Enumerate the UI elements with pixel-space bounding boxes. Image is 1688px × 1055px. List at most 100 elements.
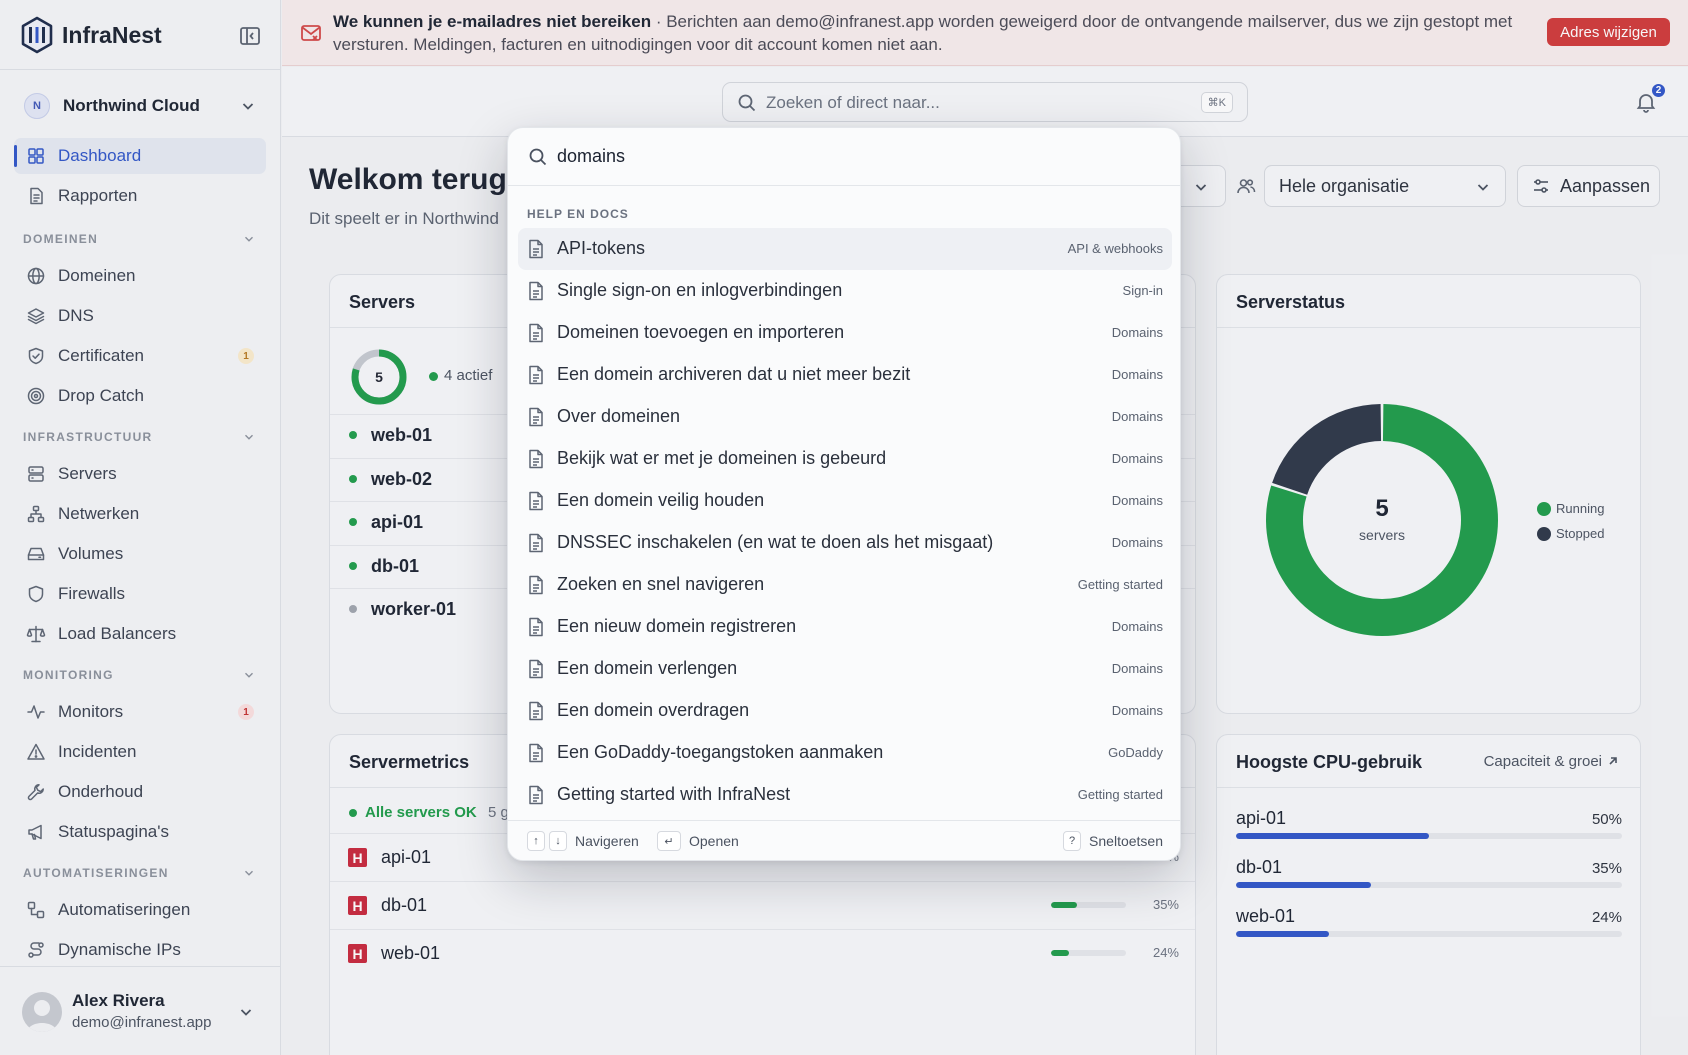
palette-result[interactable]: Een nieuw domein registreren Domains	[518, 606, 1172, 648]
sidebar-item-dynamische-ips[interactable]: Dynamische IPs	[14, 932, 266, 968]
server-name: web-01	[371, 425, 433, 445]
section-title: MONITORING	[23, 668, 114, 682]
sidebar-item-load-balancers[interactable]: Load Balancers	[14, 616, 266, 652]
app-logo[interactable]: InfraNest	[20, 16, 162, 54]
cpu-percent: 35%	[1591, 860, 1622, 877]
banner-text: We kunnen je e-mailadres niet bereiken ·…	[333, 10, 1563, 56]
document-icon	[529, 617, 543, 637]
capacity-link[interactable]: Capaciteit & groei	[1483, 753, 1602, 770]
servers-mini-donut	[351, 349, 407, 405]
page-subtitle: Dit speelt er in Northwind	[309, 209, 499, 228]
sidebar-divider	[0, 69, 281, 70]
result-category: Domains	[1111, 535, 1163, 550]
sidebar-collapse-icon[interactable]	[238, 25, 262, 47]
palette-search[interactable]: domains	[508, 128, 1180, 186]
section-title: AUTOMATISERINGEN	[23, 866, 169, 880]
count-badge: 1	[238, 704, 254, 720]
palette-result[interactable]: Getting started with InfraNest Getting st…	[518, 774, 1172, 816]
chevron-down-icon	[240, 1009, 252, 1016]
result-title: Een domein veilig houden	[557, 490, 765, 510]
customize-button[interactable]: Aanpassen	[1517, 165, 1660, 207]
palette-result[interactable]: Single sign-on en inlogverbindingen Sign-…	[518, 270, 1172, 312]
list-item[interactable]: web-01 24%	[1236, 906, 1622, 946]
sidebar-item-monitors[interactable]: Monitors 1	[14, 694, 266, 730]
scope-select[interactable]: Hele organisatie	[1264, 165, 1506, 207]
sidebar-item-domeinen[interactable]: Domeinen	[14, 258, 266, 294]
search-shortcut: ⌘K	[1200, 92, 1233, 113]
change-address-button[interactable]: Adres wijzigen	[1547, 18, 1670, 46]
cpu-fill	[1236, 882, 1372, 888]
server-status-card: Serverstatus 5 servers Running Stopped	[1216, 274, 1641, 714]
provider-h-icon: H	[348, 944, 367, 963]
sidebar-item-incidenten[interactable]: Incidenten	[14, 734, 266, 770]
sidebar-section-domeinen[interactable]: DOMEINEN	[14, 220, 266, 258]
palette-result[interactable]: Een domein overdragen Domains	[518, 690, 1172, 732]
sidebar-item-dns[interactable]: DNS	[14, 298, 266, 334]
sidebar-item-statuspagina-s[interactable]: Statuspagina's	[14, 814, 266, 850]
palette-result[interactable]: Over domeinen Domains	[518, 396, 1172, 438]
sidebar-item-drop-catch[interactable]: Drop Catch	[14, 378, 266, 414]
server-name: db-01	[381, 895, 428, 915]
sidebar-item-volumes[interactable]: Volumes	[14, 536, 266, 572]
global-search[interactable]: Zoeken of direct naar... ⌘K	[722, 82, 1248, 122]
palette-result[interactable]: Een GoDaddy-toegangstoken aanmaken GoDadd…	[518, 732, 1172, 774]
donut-slice-stopped[interactable]	[1272, 404, 1382, 495]
hint-navigate-label: Navigeren	[575, 833, 639, 849]
usage-bar	[1051, 950, 1126, 956]
sidebar-item-label: Netwerken	[58, 504, 140, 523]
user-menu[interactable]: Alex Rivera demo@infranest.app	[0, 966, 281, 1055]
sidebar-item-onderhoud[interactable]: Onderhoud	[14, 774, 266, 810]
infranest-logo-icon	[21, 16, 53, 54]
palette-result[interactable]: Een domein verlengen Domains	[518, 648, 1172, 690]
sidebar-section-infrastructuur[interactable]: INFRASTRUCTUUR	[14, 418, 266, 456]
palette-result[interactable]: Een domein veilig houden Domains	[518, 480, 1172, 522]
sidebar-item-netwerken[interactable]: Netwerken	[14, 496, 266, 532]
palette-result[interactable]: API-tokens API & webhooks	[518, 228, 1172, 270]
arrow-up-right-icon[interactable]	[1606, 754, 1620, 768]
sliders-icon	[1534, 179, 1548, 193]
sidebar-item-rapporten[interactable]: Rapporten	[14, 178, 266, 214]
server-name: api-01	[371, 512, 424, 532]
scale-icon	[26, 625, 46, 643]
usage-fill	[1051, 950, 1069, 956]
sidebar-section-monitoring[interactable]: MONITORING	[14, 656, 266, 694]
palette-result[interactable]: DNSSEC inschakelen (en wat te doen als h…	[518, 522, 1172, 564]
shield-icon	[28, 585, 44, 603]
sidebar-item-firewalls[interactable]: Firewalls	[14, 576, 266, 612]
org-avatar: N	[24, 93, 50, 119]
sidebar-item-certificaten[interactable]: Certificaten 1	[14, 338, 266, 374]
sidebar-item-servers[interactable]: Servers	[14, 456, 266, 492]
sidebar-divider	[0, 966, 281, 967]
banner-title: We kunnen je e-mailadres niet bereiken	[333, 12, 652, 31]
status-dot	[349, 605, 357, 613]
sidebar-item-label: Domeinen	[58, 266, 136, 285]
list-item[interactable]: db-01 35%	[1236, 857, 1622, 897]
section-title: INFRASTRUCTUUR	[23, 430, 153, 444]
palette-result[interactable]: Een domein archiveren dat u niet meer be…	[518, 354, 1172, 396]
donut-slice-running[interactable]	[1266, 404, 1498, 636]
network-icon	[27, 505, 45, 523]
server-name: db-01	[371, 555, 420, 576]
sidebar-item-label: Drop Catch	[58, 386, 144, 405]
sidebar-item-dashboard[interactable]: Dashboard	[14, 138, 266, 174]
card-title: Servers	[349, 292, 416, 312]
sidebar-section-automatiseringen[interactable]: AUTOMATISERINGEN	[14, 854, 266, 892]
hint-open: ↵ Openen	[657, 831, 739, 851]
palette-result[interactable]: Domeinen toevoegen en importeren Domains	[518, 312, 1172, 354]
result-title: Single sign-on en inlogverbindingen	[557, 280, 843, 300]
palette-result[interactable]: Zoeken en snel navigeren Getting started	[518, 564, 1172, 606]
palette-result[interactable]: Bekijk wat er met je domeinen is gebeurd…	[518, 438, 1172, 480]
all-ok-label: Alle servers OK	[365, 804, 477, 821]
palette-footer: ↑ ↓ Navigeren ↵ Openen ? Sneltoetsen	[508, 820, 1180, 860]
sidebar-item-automatiseringen[interactable]: Automatiseringen	[14, 892, 266, 928]
bell-icon[interactable]	[1635, 91, 1657, 113]
hint-shortcuts[interactable]: ? Sneltoetsen	[1063, 831, 1163, 851]
cpu-bar	[1236, 833, 1622, 839]
result-title: Een GoDaddy-toegangstoken aanmaken	[557, 742, 884, 762]
org-switcher[interactable]: N Northwind Cloud	[24, 92, 256, 120]
result-title: Over domeinen	[557, 406, 681, 426]
result-title: Een nieuw domein registreren	[557, 616, 797, 636]
list-item[interactable]: api-01 50%	[1236, 808, 1622, 848]
